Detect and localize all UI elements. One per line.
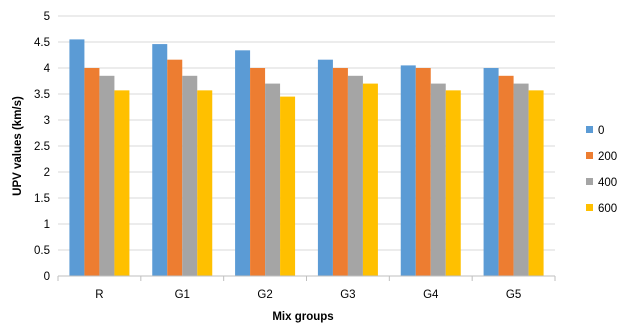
legend-swatch [586,126,593,133]
legend-label: 0 [598,125,604,137]
x-tick-label: G4 [423,289,439,301]
bar-G4-600 [445,90,461,276]
bar-G2-0 [235,50,251,276]
bar-G1-0 [152,44,168,276]
x-tick-label: G2 [257,289,272,301]
bar-G3-400 [347,75,363,276]
bars [69,39,544,277]
gridlines [58,15,555,251]
bar-G5-0 [483,68,499,276]
bar-G2-600 [280,96,296,276]
bar-G3-600 [362,83,378,276]
y-tick-label: 0 [44,271,50,283]
y-tick-label: 0.5 [34,245,50,257]
x-tick-label: R [95,289,103,301]
bar-G4-0 [400,65,416,277]
bar-G5-600 [528,90,544,276]
bar-G3-200 [332,68,348,276]
x-axis-label: Mix groups [272,311,333,323]
bar-R-200 [84,68,100,276]
x-tick-label: G5 [506,289,521,301]
bar-G5-400 [513,83,529,276]
y-tick-label: 2.5 [34,141,50,153]
legend-swatch [586,152,593,159]
legend-swatch [586,204,593,211]
x-tick-label: G3 [340,289,355,301]
y-tick-label: 1 [44,219,50,231]
bar-R-400 [99,75,115,276]
y-tick-label: 3.5 [34,89,50,101]
bar-G4-400 [430,83,446,276]
bar-G1-400 [182,75,198,276]
bar-G2-400 [265,83,281,276]
y-tick-label: 3 [44,115,50,127]
y-tick-label: 2 [44,167,50,179]
y-tick-label: 1.5 [34,193,50,205]
legend-label: 200 [598,151,617,163]
y-axis-label: UPV values (km/s) [12,96,24,196]
bar-R-0 [69,39,85,277]
bar-G3-0 [317,59,333,277]
legend-swatch [586,178,593,185]
legend-label: 400 [598,177,617,189]
bar-G2-200 [250,68,266,276]
y-tick-label: 4 [44,63,51,75]
axes: 0 0.5 1 1.5 2 2.5 3 3.5 4 4.5 5 R G1 G2 G3 G4 G5 [34,11,556,301]
y-tick-label: 5 [44,11,50,23]
bar-G1-200 [167,59,183,277]
y-tick-label: 4.5 [34,37,50,49]
x-tick-label: G1 [175,289,190,301]
bar-G4-200 [415,68,431,276]
legend: 0 200 400 600 [586,125,617,215]
bar-R-600 [114,90,130,276]
bar-G5-200 [498,75,514,276]
legend-label: 600 [598,203,617,215]
bar-G1-600 [197,90,213,276]
